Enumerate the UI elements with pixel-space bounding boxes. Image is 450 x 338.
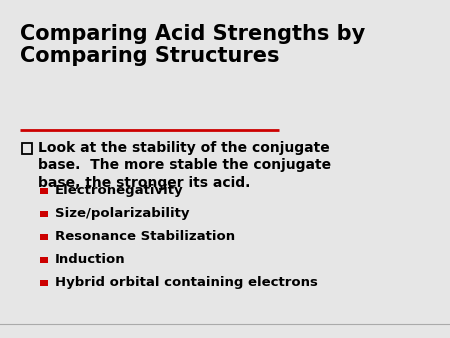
- Text: Hybrid orbital containing electrons: Hybrid orbital containing electrons: [55, 276, 318, 289]
- Text: Induction: Induction: [55, 253, 126, 266]
- Text: Look at the stability of the conjugate
base.  The more stable the conjugate
base: Look at the stability of the conjugate b…: [38, 141, 331, 190]
- Text: Size/polarizability: Size/polarizability: [55, 207, 189, 220]
- Text: Resonance Stabilization: Resonance Stabilization: [55, 230, 235, 243]
- Text: Electronegativity: Electronegativity: [55, 184, 184, 197]
- Text: Comparing Acid Strengths by
Comparing Structures: Comparing Acid Strengths by Comparing St…: [20, 24, 365, 66]
